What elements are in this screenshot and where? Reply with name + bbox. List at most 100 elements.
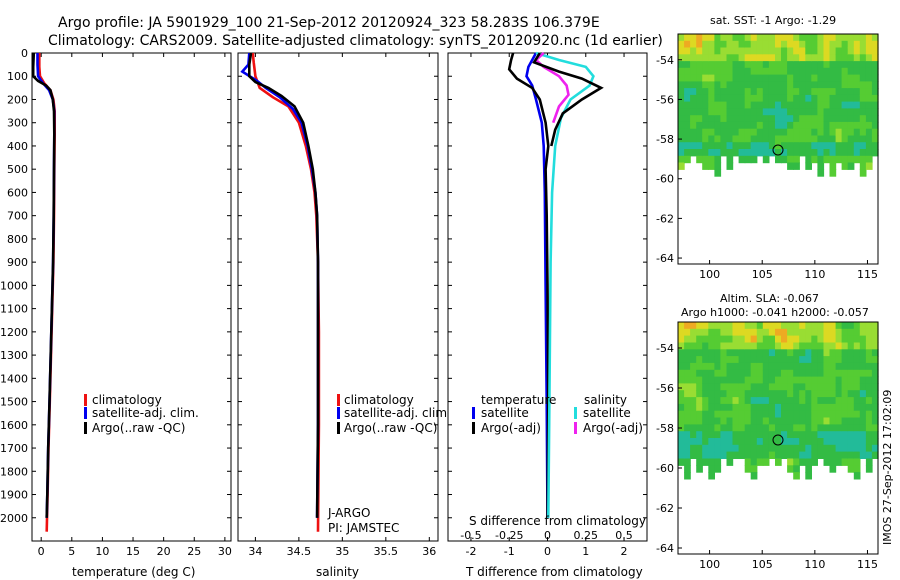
map-cell [714, 162, 722, 170]
sla-heatmap [678, 322, 879, 480]
map-cell [738, 369, 746, 378]
map-cell [714, 54, 722, 62]
map-cell [768, 54, 776, 62]
map-cell [859, 155, 867, 164]
lon-tick-label: 100 [699, 268, 720, 281]
map-cell [702, 94, 709, 103]
map-cell [793, 403, 800, 412]
map-cell [678, 458, 685, 466]
map-cell [732, 369, 740, 378]
map-cell [726, 67, 734, 76]
map-cell [817, 356, 825, 364]
map-cell [859, 149, 867, 157]
map-cell [714, 115, 722, 123]
map-cell [781, 54, 788, 62]
map-cell [708, 135, 715, 143]
series-line [532, 52, 604, 147]
map-cell [847, 40, 855, 49]
map-cell [714, 342, 722, 350]
map-cell [738, 335, 746, 343]
map-cell [841, 67, 849, 76]
map-cell [768, 88, 776, 96]
map-cell [841, 88, 849, 96]
map-cell [853, 61, 861, 69]
map-cell [823, 451, 831, 459]
map-cell [829, 108, 837, 116]
map-cell [690, 390, 697, 398]
map-cell [744, 142, 752, 150]
map-cell [811, 349, 818, 357]
map-cell [678, 54, 685, 62]
map-cell [696, 115, 703, 123]
map-cell [835, 362, 843, 371]
map-cell [756, 54, 764, 62]
map-cell [853, 88, 861, 96]
map-cell [805, 74, 812, 82]
map-cell [847, 458, 855, 466]
map-cell [714, 40, 722, 49]
salinity-axis: 34 34.5 35 35.5 36 [248, 53, 436, 558]
map-cell [871, 322, 879, 330]
map-cell [775, 155, 782, 164]
salinity-depth-ticks [238, 52, 438, 519]
map-cell [859, 81, 867, 89]
map-cell [744, 397, 752, 405]
map-cell [732, 115, 740, 123]
map-cell [859, 108, 867, 116]
map-cell [756, 417, 764, 425]
x-tick-label: 35 [335, 545, 349, 558]
map-cell [853, 342, 861, 350]
map-cell [756, 61, 764, 69]
map-cell [835, 115, 843, 123]
map-cell [744, 322, 752, 330]
map-cell [708, 383, 715, 391]
map-cell [738, 40, 746, 49]
map-cell [841, 342, 849, 350]
map-cell [823, 335, 831, 343]
map-cell [787, 444, 794, 453]
map-cell [853, 47, 861, 55]
map-cell [865, 451, 873, 459]
depth-tick-label: 1900 [0, 489, 28, 502]
map-cell [835, 94, 843, 103]
map-cell [787, 74, 794, 82]
map-cell [744, 458, 752, 466]
map-cell [684, 40, 691, 49]
map-cell [847, 444, 855, 453]
map-cell [865, 369, 873, 378]
map-cell [805, 431, 812, 439]
map-cell [714, 376, 722, 384]
map-cell [817, 81, 825, 89]
map-cell [775, 54, 782, 62]
map-cell [781, 410, 788, 419]
map-cell [738, 383, 746, 391]
map-cell [865, 465, 873, 473]
sst-map-axes: 100 105 110 115 -54 -56 -58 -60 -62 -64 [656, 54, 878, 281]
map-cell [726, 34, 734, 42]
map-cell [835, 74, 843, 82]
map-cell [696, 458, 703, 466]
x-tick-label: -1 [504, 545, 515, 558]
map-cell [738, 34, 746, 42]
map-cell [768, 94, 776, 103]
map-cell [744, 101, 752, 109]
map-cell [768, 335, 776, 343]
map-cell [847, 149, 855, 157]
map-cell [696, 376, 703, 384]
map-cell [799, 431, 806, 439]
temperature-legend: climatology satellite-adj. clim. Argo(..… [84, 393, 199, 435]
depth-tick-label: 2000 [0, 512, 28, 525]
map-cell [732, 121, 740, 130]
map-cell [678, 438, 685, 446]
map-cell [835, 342, 843, 350]
map-cell [829, 128, 837, 137]
map-cell [847, 115, 855, 123]
map-cell [744, 383, 752, 391]
map-cell [732, 101, 740, 109]
program-label: J-ARGO [327, 506, 370, 520]
legend-salinity-title: salinity [584, 393, 627, 407]
map-cell [865, 362, 873, 371]
map-cell [762, 403, 770, 412]
map-cell [823, 349, 831, 357]
map-cell [829, 81, 837, 89]
